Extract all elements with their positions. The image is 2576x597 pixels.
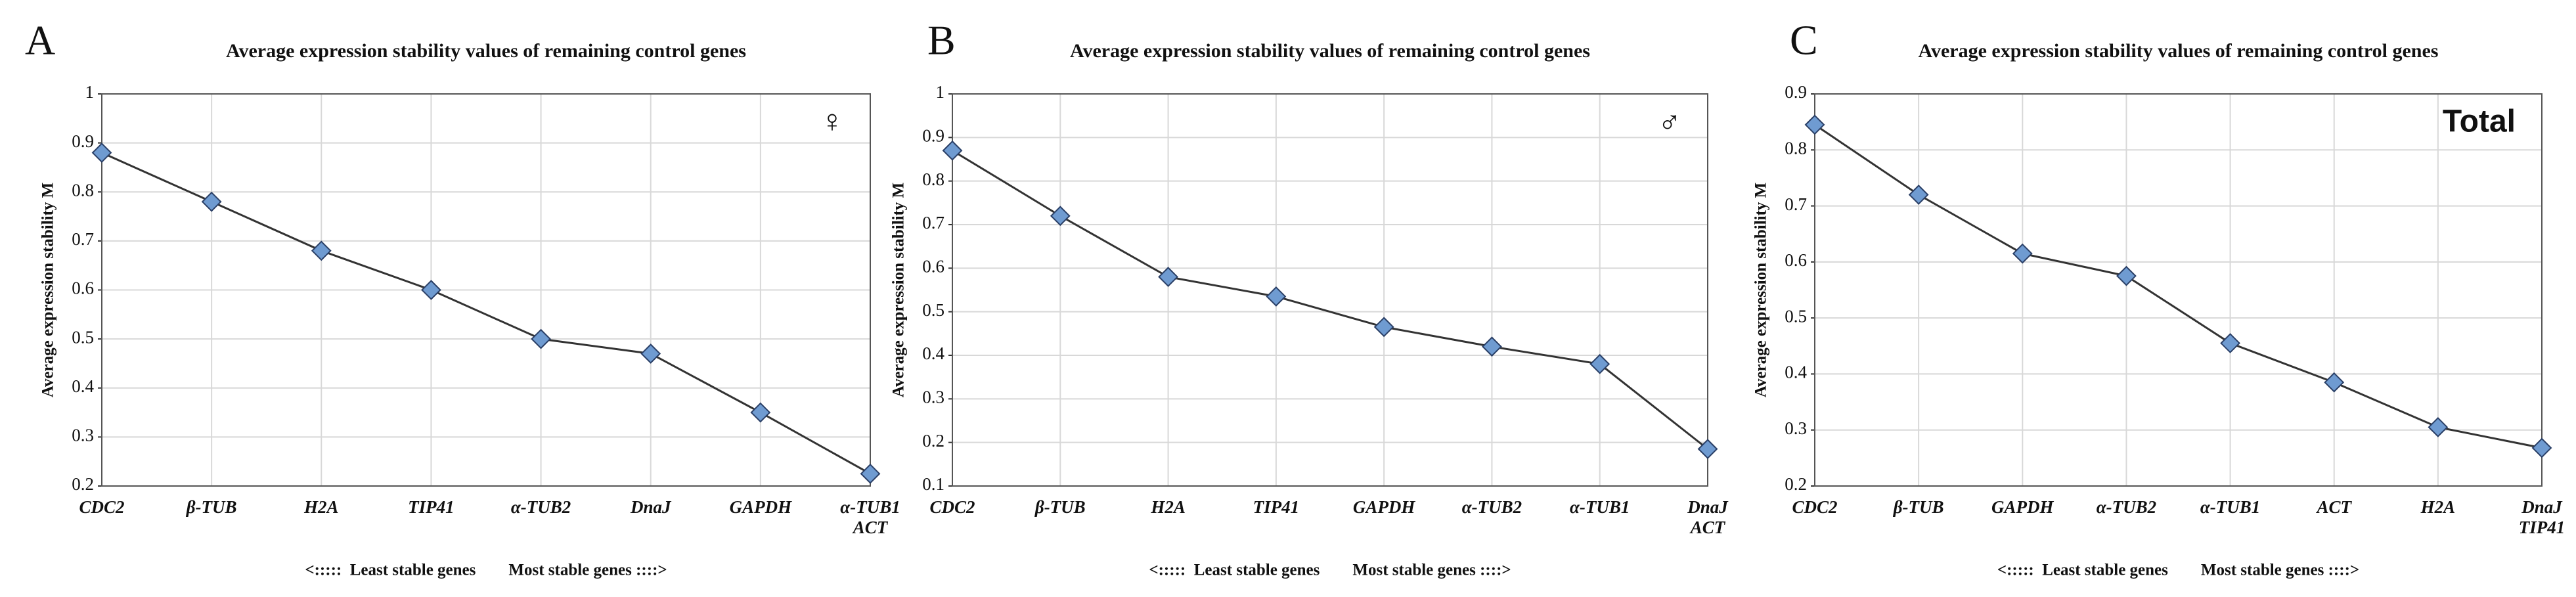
- marker: [1697, 439, 1718, 460]
- x-axis-label: <::::: Least stable genes Most stable ge…: [305, 562, 667, 579]
- marker: [311, 240, 332, 261]
- x-tick-label: DnaJ ACT: [1687, 497, 1729, 537]
- marker: [1050, 206, 1071, 227]
- y-tick-label: 0.9: [1785, 82, 1807, 102]
- x-tick-label: α-TUB2: [511, 497, 571, 517]
- x-tick-label: CDC2: [79, 497, 124, 517]
- line: [101, 152, 871, 475]
- chart-title: Average expression stability values of r…: [1070, 40, 1590, 62]
- y-tick-label: 0.8: [72, 180, 94, 200]
- y-tick-label: 0.6: [922, 257, 944, 276]
- y-tick-label: 0.8: [922, 169, 944, 189]
- x-tick-label: α-TUB1 ACT: [840, 497, 900, 537]
- x-tick-label: H2A: [2420, 497, 2456, 517]
- marker: [2220, 333, 2240, 353]
- y-axis-label: Average expression stability M: [1752, 183, 1770, 398]
- annotation: Total: [2443, 104, 2516, 139]
- x-tick-label: α-TUB2: [2097, 497, 2156, 517]
- y-tick-label: 0.4: [72, 376, 94, 396]
- panel-letter: A: [25, 17, 55, 64]
- marker: [2428, 417, 2449, 437]
- marker: [2324, 372, 2345, 393]
- marker: [1804, 114, 1825, 135]
- x-tick-label: DnaJ TIP41: [2519, 497, 2565, 537]
- line: [952, 149, 1708, 450]
- marker: [942, 140, 963, 161]
- x-axis-label: <::::: Least stable genes Most stable ge…: [1997, 562, 2359, 579]
- marker: [1908, 185, 1929, 205]
- marker: [1266, 286, 1287, 307]
- y-tick-label: 0.2: [922, 431, 944, 451]
- x-tick-label: β-TUB: [186, 497, 237, 517]
- y-tick-label: 0.6: [72, 278, 94, 298]
- y-tick-label: 0.7: [922, 213, 944, 232]
- x-tick-label: β-TUB: [1034, 497, 1086, 517]
- x-tick-label: GAPDH: [730, 497, 792, 517]
- x-axis-label: <::::: Least stable genes Most stable ge…: [1149, 562, 1511, 579]
- marker: [1482, 336, 1502, 357]
- marker: [1373, 317, 1394, 338]
- marker: [750, 402, 771, 423]
- y-tick-label: 0.2: [1785, 474, 1807, 494]
- chart-title: Average expression stability values of r…: [226, 40, 746, 62]
- marker: [91, 143, 112, 163]
- x-tick-label: α-TUB1: [1570, 497, 1630, 517]
- y-tick-label: 0.5: [72, 327, 94, 347]
- y-tick-label: 0.9: [922, 126, 944, 146]
- x-tick-label: H2A: [303, 497, 339, 517]
- marker: [1158, 267, 1178, 288]
- marker: [2116, 265, 2137, 286]
- y-tick-label: 0.2: [72, 474, 94, 494]
- y-tick-label: 0.9: [72, 131, 94, 151]
- y-tick-label: 0.6: [1785, 250, 1807, 270]
- x-tick-label: α-TUB1: [2200, 497, 2260, 517]
- x-tick-label: TIP41: [1253, 497, 1300, 517]
- marker: [640, 343, 661, 364]
- x-tick-label: DnaJ: [630, 497, 672, 517]
- marker: [860, 463, 881, 484]
- y-tick-label: 1: [85, 82, 95, 102]
- y-tick-label: 0.4: [922, 343, 944, 363]
- marker: [2531, 437, 2552, 458]
- y-tick-label: 0.4: [1785, 363, 1807, 382]
- x-tick-label: α-TUB2: [1462, 497, 1522, 517]
- panel-letter: B: [927, 17, 956, 64]
- panel-letter: C: [1790, 17, 1818, 64]
- y-axis-label: Average expression stability M: [890, 183, 908, 398]
- x-tick-label: H2A: [1150, 497, 1186, 517]
- plot-frame: [952, 93, 1708, 487]
- marker: [201, 191, 222, 212]
- y-tick-label: 0.3: [72, 426, 94, 445]
- y-tick-label: 0.7: [72, 229, 94, 249]
- y-tick-label: 0.7: [1785, 194, 1807, 214]
- y-tick-label: 0.5: [1785, 306, 1807, 326]
- x-tick-label: ACT: [2315, 497, 2352, 517]
- plot-frame: [101, 93, 871, 487]
- x-tick-label: CDC2: [929, 497, 975, 517]
- plot-frame: [1814, 93, 2543, 487]
- chart-title: Average expression stability values of r…: [1919, 40, 2439, 62]
- marker: [2012, 243, 2033, 264]
- line: [1814, 123, 2543, 449]
- marker: [1589, 353, 1610, 374]
- x-tick-label: CDC2: [1792, 497, 1837, 517]
- y-tick-label: 0.3: [922, 387, 944, 407]
- x-tick-label: TIP41: [408, 497, 455, 517]
- y-tick-label: 0.5: [922, 300, 944, 320]
- x-tick-label: GAPDH: [1353, 497, 1415, 517]
- marker: [531, 328, 551, 349]
- y-tick-label: 1: [936, 82, 945, 102]
- y-tick-label: 0.3: [1785, 418, 1807, 438]
- x-tick-label: GAPDH: [1991, 497, 2054, 517]
- marker: [421, 280, 441, 300]
- y-axis-label: Average expression stability M: [39, 183, 57, 398]
- y-tick-label: 0.8: [1785, 138, 1807, 158]
- annotation: ♀: [820, 104, 844, 139]
- x-tick-label: β-TUB: [1893, 497, 1944, 517]
- annotation: ♂: [1658, 104, 1681, 139]
- y-tick-label: 0.1: [922, 474, 944, 494]
